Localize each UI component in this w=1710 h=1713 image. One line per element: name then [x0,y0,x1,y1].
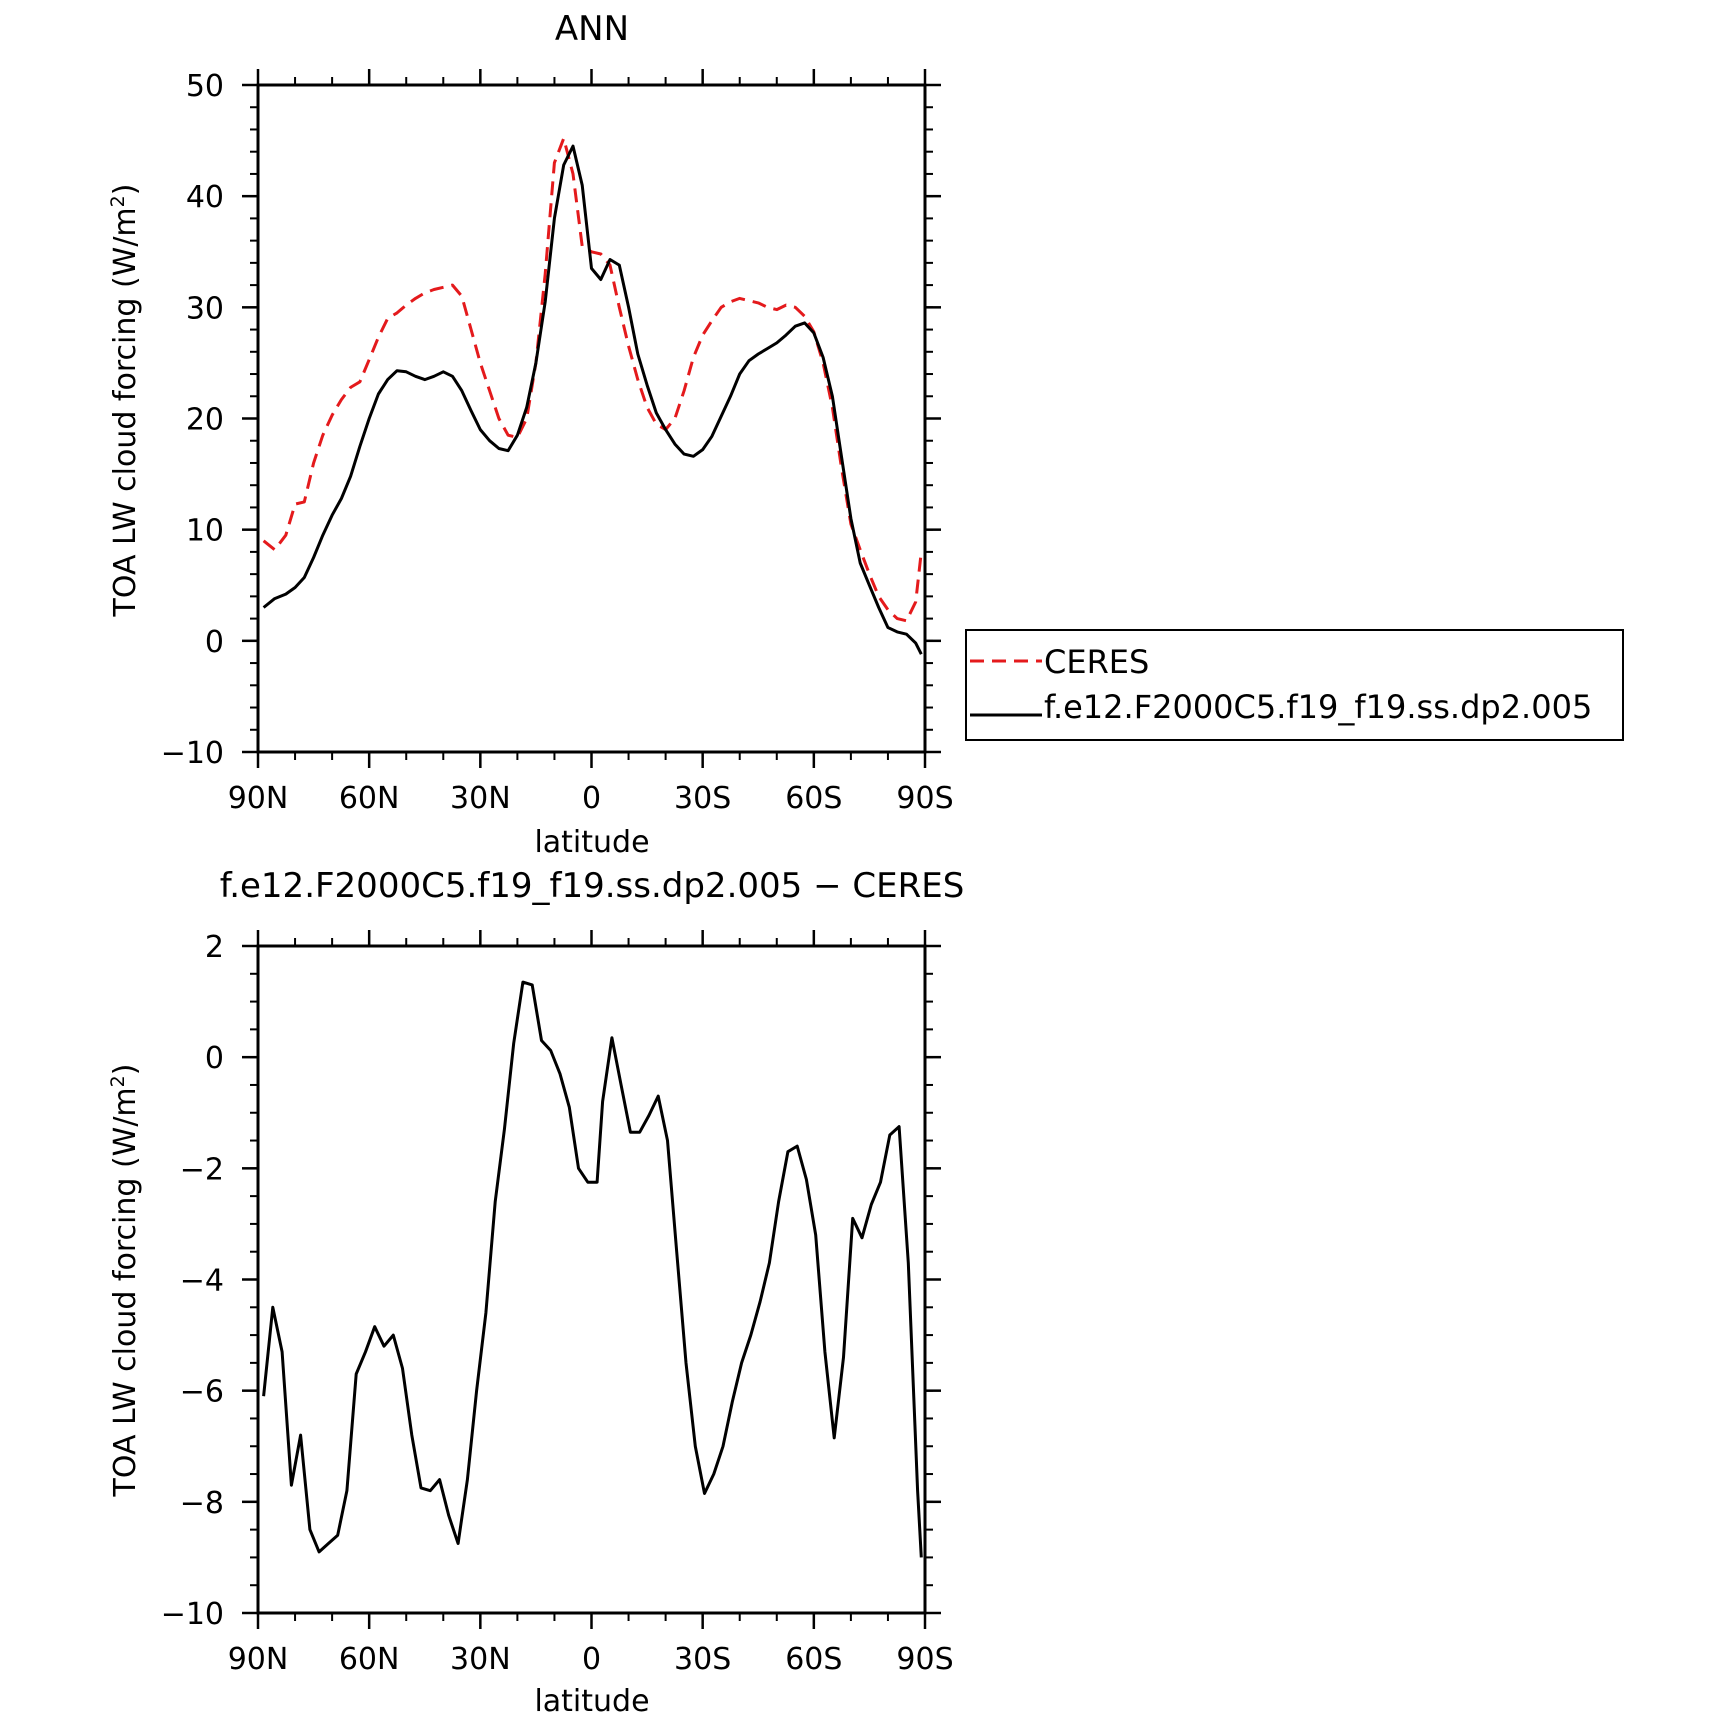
legend: CERES f.e12.F2000C5.f19_f19.ss.dp2.005 [965,629,1624,741]
x-tick-label: 60N [339,781,400,816]
legend-entry-ceres: CERES [970,643,1149,681]
bottom-panel: f.e12.F2000C5.f19_f19.ss.dp2.005 − CERES… [107,866,964,1713]
y-tick-label: 40 [186,180,224,215]
y-tick-label: 0 [205,625,224,660]
x-tick-label: 30N [450,781,511,816]
y-tick-label: −4 [180,1264,224,1299]
bottom-plot-frame [256,944,927,1615]
series-line-f-e12-f2000c5-f19-f19-ss-dp2-005 [262,144,923,655]
top-plot-frame [256,83,927,754]
y-tick-label: 10 [186,514,224,549]
y-tick-label: −10 [161,1597,224,1632]
y-tick-label: 20 [186,403,224,438]
y-tick-label: 30 [186,291,224,326]
top-x-tick-labels: 90N 60N 30N 0 30S 60S 90S [228,781,954,816]
y-tick-label: −2 [180,1152,224,1187]
y-tick-label: −8 [180,1486,224,1521]
x-tick-label: 90N [228,781,289,816]
x-tick-label: 30S [674,781,731,816]
top-x-axis-label: latitude [534,825,649,860]
x-tick-label: 90S [896,1642,953,1677]
y-tick-label: 2 [205,930,224,965]
y-tick-label: 50 [186,69,224,104]
series-line-ceres [262,136,923,623]
bottom-series [262,980,923,1558]
legend-label-ceres: CERES [1044,643,1149,681]
bottom-x-tick-labels: 90N 60N 30N 0 30S 60S 90S [228,1642,954,1677]
x-tick-label: 60N [339,1642,400,1677]
x-tick-label: 90S [896,781,953,816]
x-tick-label: 30N [450,1642,511,1677]
legend-label-model: f.e12.F2000C5.f19_f19.ss.dp2.005 [1044,688,1592,726]
y-tick-label: −10 [161,736,224,771]
series-line-difference-0 [262,980,923,1558]
x-tick-label: 60S [785,1642,842,1677]
top-panel: ANN TOA LW cloud forcing (W/m2) latitude… [107,9,954,860]
y-tick-label: 0 [205,1041,224,1076]
legend-box [965,629,1624,741]
x-tick-label: 0 [582,1642,601,1677]
top-series [262,136,923,655]
top-y-tick-labels: −10 0 10 20 30 40 50 [161,69,224,771]
x-tick-label: 30S [674,1642,731,1677]
bottom-y-tick-labels: −10 −8 −6 −4 −2 0 2 [161,930,224,1632]
top-chart-title: ANN [555,9,629,49]
x-tick-label: 60S [785,781,842,816]
bottom-ticks [242,930,941,1629]
bottom-x-axis-label: latitude [534,1684,649,1713]
x-tick-label: 90N [228,1642,289,1677]
y-tick-label: −6 [180,1375,224,1410]
x-tick-label: 0 [582,781,601,816]
legend-entry-model: f.e12.F2000C5.f19_f19.ss.dp2.005 [970,688,1592,726]
bottom-y-axis-label: TOA LW cloud forcing (W/m2) [107,1064,143,1498]
top-y-axis-label: TOA LW cloud forcing (W/m2) [107,184,143,618]
bottom-chart-title: f.e12.F2000C5.f19_f19.ss.dp2.005 − CERES [220,866,965,906]
